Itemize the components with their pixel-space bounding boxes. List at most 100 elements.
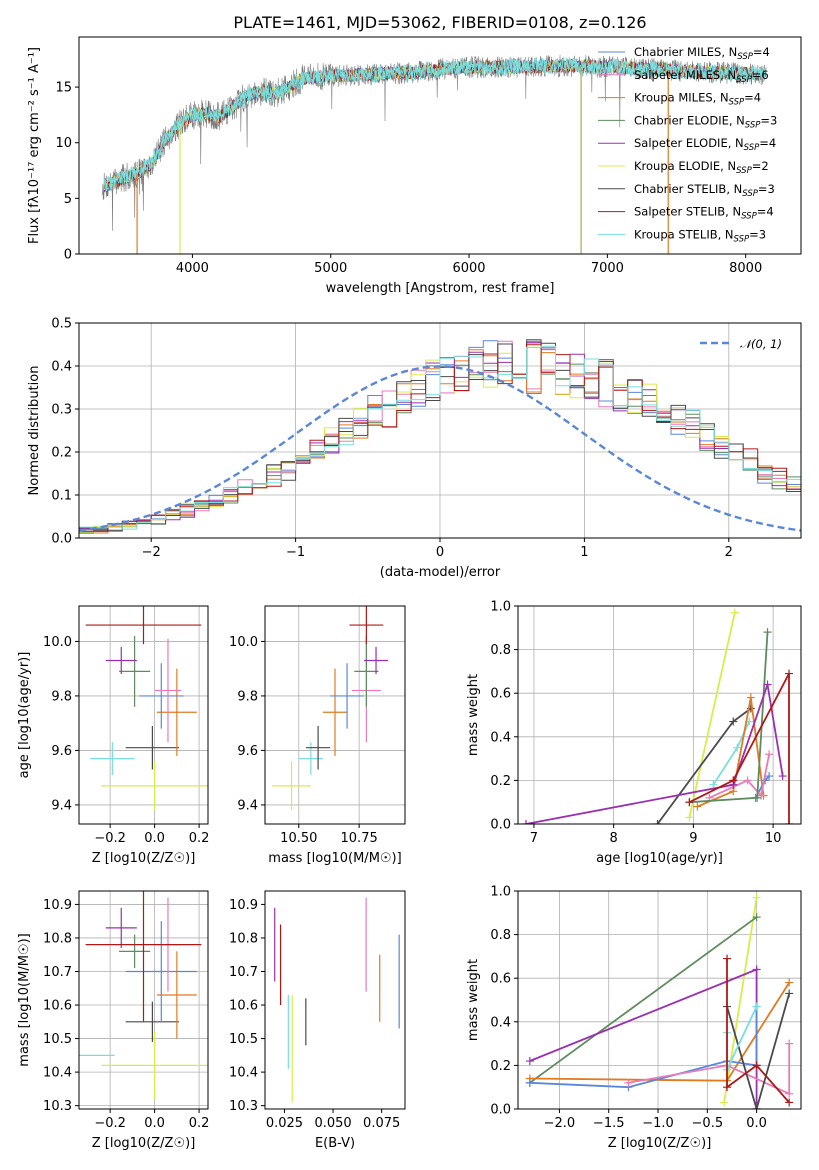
age-vs-mass-plot-area bbox=[272, 606, 389, 811]
mass-vs-ebv-panel: 0.025 0.050 0.075 10.3 10.4 10.5 10.6 10.7 10.8 1… bbox=[229, 890, 406, 1131]
x-tick-label: −0.2 bbox=[94, 1116, 126, 1131]
mass-weight-point-marker bbox=[525, 1078, 534, 1087]
mass-weight-point-marker bbox=[693, 802, 702, 811]
normal-distribution-curve bbox=[79, 365, 801, 532]
mass-weight-point-marker bbox=[685, 798, 694, 807]
y-tick-label: 0.1 bbox=[51, 489, 72, 504]
mass-weight-point-marker bbox=[752, 965, 761, 974]
y-tick-label: 10.7 bbox=[229, 965, 258, 980]
weight-vs-z-plot-area bbox=[525, 893, 794, 1109]
axes-frame bbox=[78, 605, 209, 825]
x-tick-label: 0 bbox=[436, 545, 444, 560]
legend-label: Salpeter STELIB, N bbox=[634, 205, 741, 219]
mass-weight-point-marker bbox=[785, 820, 794, 824]
y-tick-label: 0.6 bbox=[490, 972, 511, 987]
legend-subscript: SSP bbox=[744, 143, 760, 153]
mass-weight-point-marker bbox=[752, 1061, 761, 1070]
mass-weight-point-marker bbox=[778, 772, 787, 781]
x-tick-label: 0.2 bbox=[189, 831, 210, 846]
weight-vs-age-plot-area bbox=[521, 608, 794, 824]
mass-weight-point-marker bbox=[720, 1098, 729, 1107]
mass-weight-point-marker bbox=[753, 793, 762, 802]
residual-histogram-plot-area bbox=[79, 339, 801, 534]
weight-vs-age-panel: 7 8 9 10 0.0 0.2 0.4 0.6 0.8 1.0 bbox=[490, 600, 802, 846]
y-tick-label: 10.9 bbox=[229, 898, 258, 913]
mass-weight-series-line bbox=[688, 612, 736, 818]
mass-weight-point-marker bbox=[729, 717, 738, 726]
legend-entry: Chabrier ELODIE, NSSP=3 bbox=[634, 113, 777, 130]
mass-weight-point-marker bbox=[723, 1083, 732, 1092]
y-tick-label: 9.6 bbox=[237, 744, 258, 759]
histogram-legend: 𝒩(0, 1) bbox=[700, 337, 782, 351]
y-tick-label: 0.4 bbox=[51, 360, 72, 375]
legend-label: Chabrier ELODIE, N bbox=[634, 113, 745, 127]
y-tick-label: 0 bbox=[64, 248, 72, 263]
x-tick-label: 9 bbox=[689, 831, 697, 846]
residual-histogram-step bbox=[79, 340, 801, 531]
weight-vs-age-x-axis-label: age [log10(age/yr)] bbox=[596, 851, 723, 866]
x-tick-label: −2.0 bbox=[544, 1116, 576, 1131]
legend-entry: Salpeter STELIB, NSSP=4 bbox=[634, 205, 774, 222]
y-tick-label: 9.8 bbox=[237, 689, 258, 704]
y-tick-label: 15 bbox=[55, 81, 72, 96]
y-tick-label: 10.3 bbox=[229, 1099, 258, 1114]
x-tick-label: 2 bbox=[725, 545, 733, 560]
y-tick-label: 0.2 bbox=[490, 774, 511, 789]
y-tick-label: 0.2 bbox=[490, 1059, 511, 1074]
legend-entry: Chabrier MILES, NSSP=4 bbox=[634, 45, 770, 62]
weight-vs-z-x-axis-label: Z [log10(Z/Z☉)] bbox=[608, 1136, 712, 1151]
mass-vs-z-x-axis-label: Z [log10(Z/Z☉)] bbox=[92, 1136, 196, 1151]
y-tick-label: 10.8 bbox=[43, 931, 72, 946]
legend-entry: Chabrier STELIB, NSSP=3 bbox=[634, 182, 775, 199]
y-tick-label: 0.0 bbox=[490, 818, 511, 833]
y-tick-label: 9.6 bbox=[51, 744, 72, 759]
mass-weight-series-line bbox=[529, 916, 758, 1084]
y-tick-label: 9.8 bbox=[51, 689, 72, 704]
residual-histogram-panel: −2 −1 0 1 2 0.0 0.1 0.2 0.3 0.4 0.5 bbox=[51, 317, 802, 560]
spectrum-y-axis-label: Flux [fλ10⁻¹⁷ erg cm⁻² s⁻¹ A⁻¹] bbox=[27, 47, 42, 244]
y-tick-label: 10.0 bbox=[229, 635, 258, 650]
x-tick-label: 1 bbox=[580, 545, 588, 560]
mass-weight-series-line bbox=[525, 684, 784, 824]
legend-suffix: =2 bbox=[752, 159, 769, 173]
x-tick-label: −1.0 bbox=[642, 1116, 674, 1131]
mass-weight-point-marker bbox=[785, 1039, 794, 1048]
y-tick-label: 0.0 bbox=[490, 1103, 511, 1118]
y-tick-label: 1.0 bbox=[490, 885, 511, 900]
legend-label: Kroupa ELODIE, N bbox=[634, 159, 736, 173]
y-tick-label: 10 bbox=[55, 136, 72, 151]
mass-weight-point-marker bbox=[765, 750, 774, 759]
x-tick-label: 8000 bbox=[729, 261, 762, 276]
weight-vs-z-y-axis-label: mass weight bbox=[466, 959, 481, 1041]
y-tick-label: 10.4 bbox=[229, 1066, 258, 1081]
legend-entry: Kroupa STELIB, NSSP=3 bbox=[634, 227, 766, 244]
age-vs-mass-x-axis-label: mass [log10(M/M☉)] bbox=[268, 851, 401, 866]
mass-weight-point-marker bbox=[785, 1089, 794, 1098]
mass-vs-ebv-plot-area bbox=[274, 897, 400, 1103]
mass-vs-z-panel: −0.2 0.0 0.2 10.3 10.4 10.5 10.6 10.7 10.8 10.9 bbox=[43, 890, 209, 1131]
x-tick-label: 10.75 bbox=[341, 831, 378, 846]
legend-suffix: =4 bbox=[753, 45, 770, 59]
x-tick-label: −1.5 bbox=[593, 1116, 625, 1131]
y-tick-label: 10.6 bbox=[43, 999, 72, 1014]
mass-weight-point-marker bbox=[763, 680, 772, 689]
legend-suffix: =4 bbox=[744, 91, 761, 105]
mass-weight-series-line bbox=[723, 897, 758, 1103]
legend-subscript: SSP bbox=[729, 98, 745, 108]
x-tick-label: 10 bbox=[765, 831, 782, 846]
y-tick-label: 0.5 bbox=[51, 317, 72, 332]
x-tick-label: 0.075 bbox=[363, 1116, 400, 1131]
mass-weight-series-line bbox=[697, 697, 765, 808]
mass-weight-point-marker bbox=[685, 813, 694, 822]
model-spectrum-line bbox=[103, 56, 766, 192]
age-vs-z-x-axis-label: Z [log10(Z/Z☉)] bbox=[92, 851, 196, 866]
mass-weight-point-marker bbox=[729, 776, 738, 785]
mass-vs-ebv-x-axis-label: E(B-V) bbox=[315, 1136, 355, 1151]
x-tick-label: 5000 bbox=[314, 261, 347, 276]
mass-weight-series-line bbox=[529, 982, 790, 1082]
mass-weight-series-line bbox=[708, 754, 770, 799]
x-tick-label: 8 bbox=[610, 831, 618, 846]
axes-frame bbox=[264, 605, 406, 825]
y-tick-label: 1.0 bbox=[490, 600, 511, 615]
